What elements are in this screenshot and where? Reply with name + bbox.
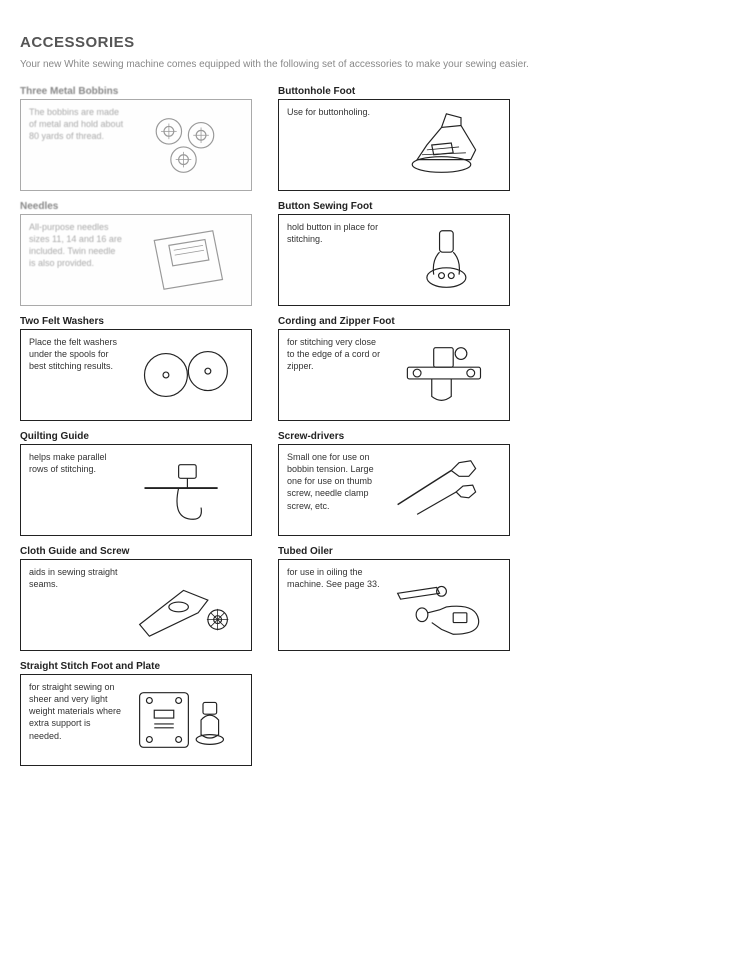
- tubed-oiler-icon: [382, 566, 501, 644]
- card-body: hold button in place for stitching.: [278, 214, 510, 306]
- quilting-guide-icon: [124, 451, 243, 529]
- washers-icon: [124, 336, 243, 414]
- cloth-guide-icon: [124, 566, 243, 644]
- card-desc: Place the felt washers under the spools …: [29, 336, 124, 414]
- card-body: for straight sewing on sheer and very li…: [20, 674, 252, 766]
- card-desc: for stitching very close to the edge of …: [287, 336, 382, 414]
- card-body: Use for buttonholing.: [278, 99, 510, 191]
- card-quilting-guide: Quilting Guide helps make parallel rows …: [20, 421, 252, 536]
- card-title: Needles: [20, 201, 252, 212]
- card-tubed-oiler: Tubed Oiler for use in oiling the machin…: [278, 536, 510, 651]
- card-title: Button Sewing Foot: [278, 201, 510, 212]
- card-bobbins: Three Metal Bobbins The bobbins are made…: [20, 76, 252, 191]
- card-title: Quilting Guide: [20, 431, 252, 442]
- card-body: aids in sewing straight seams.: [20, 559, 252, 651]
- card-desc: helps make parallel rows of stitching.: [29, 451, 124, 529]
- card-cloth-guide: Cloth Guide and Screw aids in sewing str…: [20, 536, 252, 651]
- button-sewing-foot-icon: [382, 221, 501, 299]
- card-title: Straight Stitch Foot and Plate: [20, 661, 252, 672]
- needle-pack-icon: [124, 221, 243, 299]
- card-title: Buttonhole Foot: [278, 86, 510, 97]
- screwdrivers-icon: [382, 451, 501, 529]
- card-title: Two Felt Washers: [20, 316, 252, 327]
- card-desc: Use for buttonholing.: [287, 106, 382, 184]
- zipper-foot-icon: [382, 336, 501, 414]
- card-desc: Small one for use on bobbin tension. Lar…: [287, 451, 382, 529]
- card-screwdrivers: Screw-drivers Small one for use on bobbi…: [278, 421, 510, 536]
- card-body: Place the felt washers under the spools …: [20, 329, 252, 421]
- card-buttonhole-foot: Buttonhole Foot Use for buttonholing.: [278, 76, 510, 191]
- card-button-sewing-foot: Button Sewing Foot hold button in place …: [278, 191, 510, 306]
- card-needles: Needles All-purpose needles sizes 11, 14…: [20, 191, 252, 306]
- card-desc: All-purpose needles sizes 11, 14 and 16 …: [29, 221, 124, 299]
- card-cording-zipper-foot: Cording and Zipper Foot for stitching ve…: [278, 306, 510, 421]
- bobbins-icon: [124, 106, 243, 184]
- page-title: ACCESSORIES: [20, 34, 710, 51]
- card-felt-washers: Two Felt Washers Place the felt washers …: [20, 306, 252, 421]
- card-title: Three Metal Bobbins: [20, 86, 252, 97]
- intro-text: Your new White sewing machine comes equi…: [20, 59, 710, 70]
- card-body: for stitching very close to the edge of …: [278, 329, 510, 421]
- card-desc: The bobbins are made of metal and hold a…: [29, 106, 124, 184]
- buttonhole-foot-icon: [382, 106, 501, 184]
- card-straight-stitch: Straight Stitch Foot and Plate for strai…: [20, 651, 252, 766]
- card-desc: for use in oiling the machine. See page …: [287, 566, 382, 644]
- card-body: for use in oiling the machine. See page …: [278, 559, 510, 651]
- card-body: helps make parallel rows of stitching.: [20, 444, 252, 536]
- card-title: Cording and Zipper Foot: [278, 316, 510, 327]
- card-body: All-purpose needles sizes 11, 14 and 16 …: [20, 214, 252, 306]
- card-desc: aids in sewing straight seams.: [29, 566, 124, 644]
- card-desc: for straight sewing on sheer and very li…: [29, 681, 124, 759]
- card-title: Cloth Guide and Screw: [20, 546, 252, 557]
- card-body: Small one for use on bobbin tension. Lar…: [278, 444, 510, 536]
- card-body: The bobbins are made of metal and hold a…: [20, 99, 252, 191]
- straight-stitch-icon: [124, 681, 243, 759]
- card-title: Tubed Oiler: [278, 546, 510, 557]
- columns: Three Metal Bobbins The bobbins are made…: [20, 76, 710, 766]
- right-column: Buttonhole Foot Use for buttonholing.: [278, 76, 510, 766]
- card-desc: hold button in place for stitching.: [287, 221, 382, 299]
- card-title: Screw-drivers: [278, 431, 510, 442]
- left-column: Three Metal Bobbins The bobbins are made…: [20, 76, 252, 766]
